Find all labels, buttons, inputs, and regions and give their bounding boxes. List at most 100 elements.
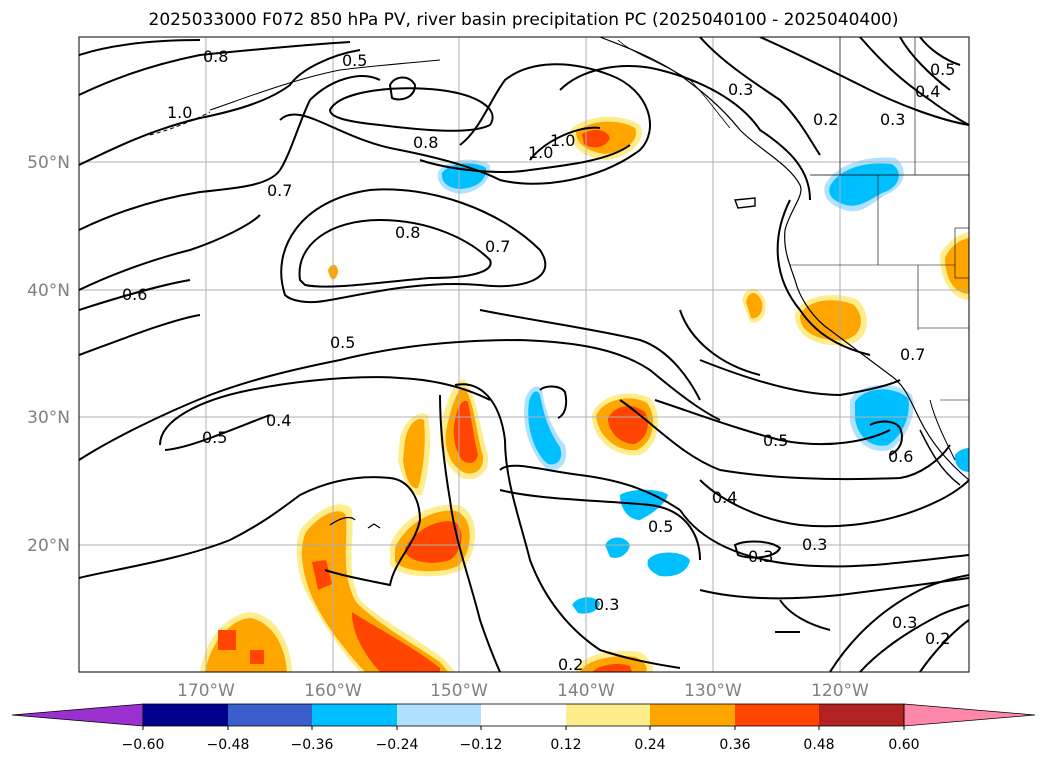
pv-contour (79, 476, 422, 587)
positive-precip-area (742, 288, 766, 323)
contour-label: 0.2 (925, 629, 950, 648)
lon-label-130w: 130°W (684, 681, 742, 701)
negative-precip-area (824, 157, 904, 212)
contour-label: 0.3 (748, 547, 773, 566)
positive-precip-area (439, 379, 489, 480)
pv-contour (733, 540, 782, 559)
contour-label: 0.8 (413, 133, 438, 152)
positive-precip-area (200, 612, 292, 672)
lon-label-150w: 150°W (430, 681, 488, 701)
negative-precip-area (850, 384, 914, 451)
pv-contour (298, 218, 492, 288)
positive-precip-area (398, 413, 430, 496)
colorbar-tick-label: 0.12 (550, 737, 581, 753)
pv-contour (79, 314, 201, 356)
pv-contour (79, 214, 261, 291)
negative-precip-area (647, 552, 690, 577)
pv-contour (699, 359, 901, 397)
contour-label: 0.7 (900, 345, 925, 364)
lat-label-50n: 50°N (27, 153, 70, 173)
pv-contour (559, 65, 811, 201)
pv-contour (679, 509, 969, 568)
lat-label-20n: 20°N (27, 536, 70, 556)
positive-precip-area (296, 504, 455, 672)
negative-precip-area (524, 386, 567, 471)
pv-contour (164, 414, 271, 451)
pv-contour (79, 75, 381, 231)
map-frame (78, 36, 970, 673)
positive-precip-area (795, 295, 867, 346)
pv-contour (479, 309, 701, 401)
negative-precip-area (437, 159, 491, 194)
pv-contour (869, 420, 903, 456)
contour-labels: 0.8 1.0 0.7 0.6 0.5 0.4 0.5 0.8 0.7 0.8 … (122, 47, 955, 674)
pv-contour (829, 574, 969, 672)
contour-label: 0.4 (712, 488, 737, 507)
negative-precip-area (605, 537, 630, 558)
lon-label-140w: 140°W (557, 681, 615, 701)
contour-label: 0.6 (122, 285, 147, 304)
pv-contour (759, 37, 969, 126)
positive-precip-area (940, 232, 969, 300)
pv-contour (859, 604, 969, 672)
pv-contour (79, 279, 191, 311)
positive-precip-area (592, 393, 659, 456)
colorbar-segment (735, 704, 819, 726)
contour-label: 0.3 (892, 613, 917, 632)
contour-label: 0.8 (203, 47, 228, 66)
contour-label: 0.3 (594, 595, 619, 614)
pv-contour (619, 399, 951, 481)
pv-contour (79, 41, 351, 96)
pv-contour (328, 87, 494, 132)
pv-contour (499, 489, 701, 561)
pv-contour (699, 577, 969, 600)
colorbar-outline (142, 703, 905, 727)
pv-contour (159, 376, 491, 446)
longitude-labels: 170°W 160°W 150°W 140°W 130°W 120°W (177, 681, 869, 701)
colorbar: −0.60 −0.48 −0.36 −0.24 −0.12 0.12 0.24 … (11, 703, 1036, 753)
colorbar-tick-label: −0.36 (291, 737, 334, 753)
colorbar-tick-label: −0.60 (122, 737, 165, 753)
pv-contour (79, 39, 201, 56)
positive-precip-area (575, 650, 654, 672)
pv-contour (539, 385, 568, 419)
pv-contour (79, 338, 721, 461)
contour-label: 0.3 (802, 535, 827, 554)
pv-contour (679, 309, 761, 376)
colorbar-segment (819, 704, 904, 726)
pv-contour (79, 49, 361, 166)
colorbar-segment (566, 704, 650, 726)
contour-label: 1.0 (167, 103, 192, 122)
colorbar-ticks (142, 726, 905, 730)
contour-label: 0.4 (915, 82, 940, 101)
latitude-labels: 50°N 40°N 30°N 20°N (27, 153, 70, 556)
precipitation-shading (200, 116, 969, 672)
colorbar-tick-label: 0.24 (634, 737, 665, 753)
lon-label-160w: 160°W (304, 681, 362, 701)
pv-contour (529, 126, 601, 161)
contour-label: 0.2 (558, 655, 583, 674)
colorbar-tick-label: 0.60 (888, 737, 919, 753)
contour-label: 0.6 (888, 447, 913, 466)
pv-contour (899, 37, 951, 91)
colorbar-segment (312, 704, 397, 726)
lon-label-120w: 120°W (811, 681, 869, 701)
pv-contour (779, 599, 831, 631)
pv-contour (388, 76, 417, 101)
contour-label: 0.5 (930, 60, 955, 79)
colorbar-extend-max (903, 703, 1036, 727)
pv-contour (699, 37, 821, 156)
contour-label: 1.0 (550, 131, 575, 150)
contour-label: 0.5 (763, 431, 788, 450)
pv-contour (279, 63, 651, 185)
pv-contour (699, 479, 969, 528)
pv-contour (419, 144, 631, 173)
colorbar-tick-label: −0.48 (207, 737, 250, 753)
contour-label: 0.5 (648, 517, 673, 536)
pv-contour (499, 464, 681, 511)
graticule (79, 37, 969, 672)
negative-precip-area (954, 448, 969, 472)
contour-label: 0.5 (202, 428, 227, 447)
contour-label: 0.3 (728, 80, 753, 99)
